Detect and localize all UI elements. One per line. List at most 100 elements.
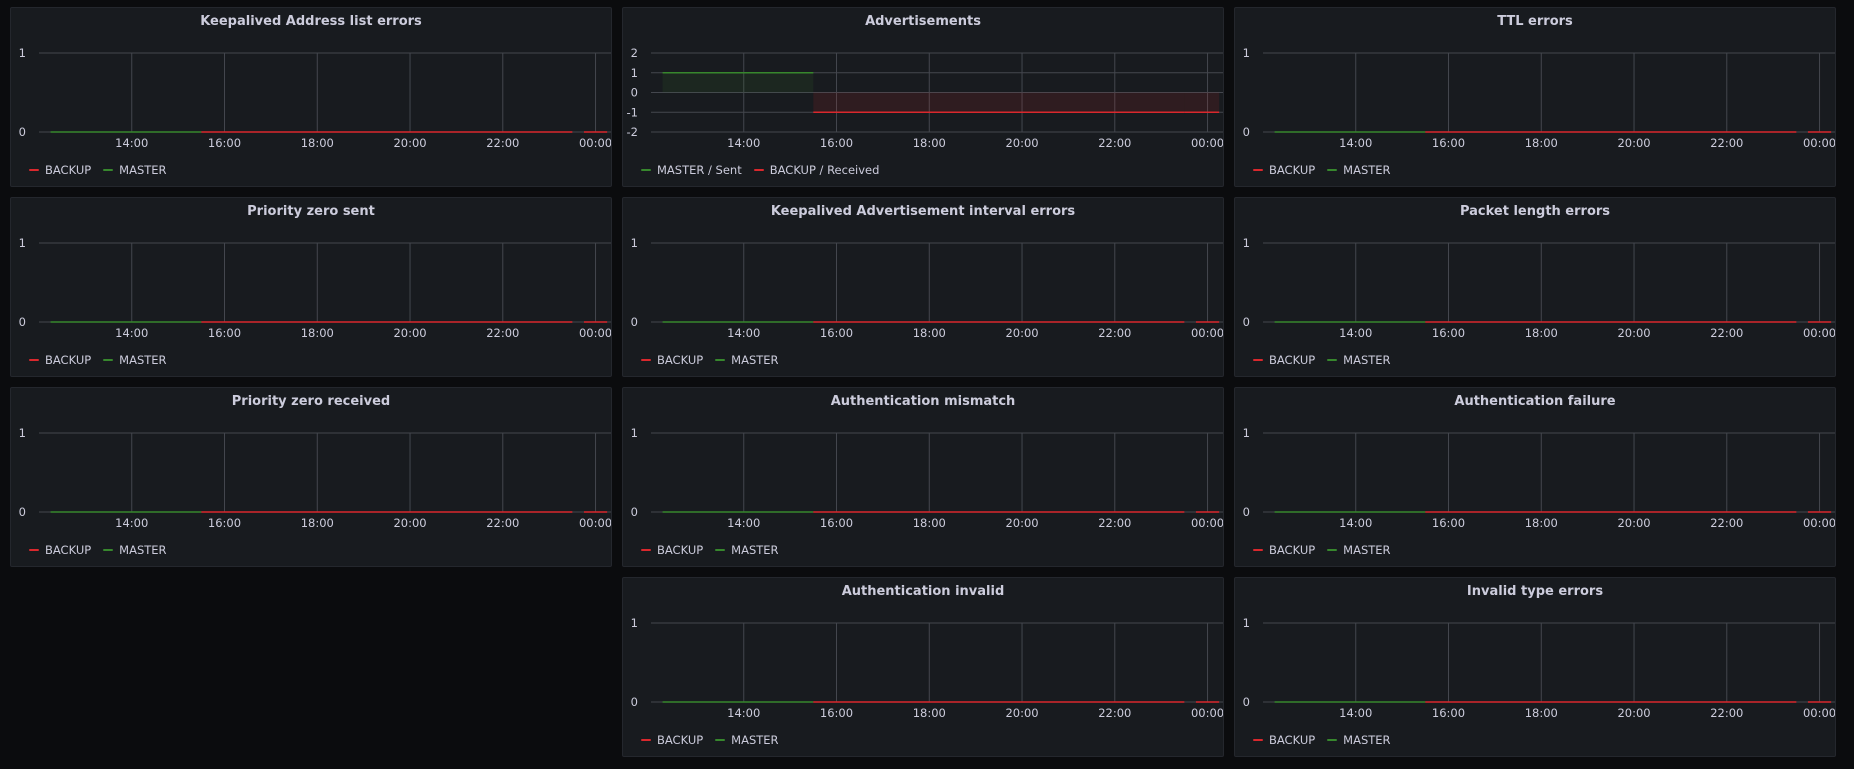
graph-ttl-errors: 1 0 14:00 16:00 18:00 20:00 22:00 00:00 xyxy=(1243,46,1836,150)
x-tick-label: 16:00 xyxy=(1432,516,1465,530)
x-tick-label: 16:00 xyxy=(820,136,853,150)
legend-item[interactable]: BACKUP xyxy=(641,353,703,367)
panel-title[interactable]: Advertisements xyxy=(865,14,981,29)
panel-title[interactable]: Authentication failure xyxy=(1454,394,1616,409)
legend-label: MASTER xyxy=(1343,733,1391,747)
legend-swatch xyxy=(715,359,726,361)
y-tick-label: 0 xyxy=(19,505,26,519)
legend-item[interactable]: MASTER xyxy=(1327,543,1391,557)
x-tick-label: 14:00 xyxy=(1339,136,1372,150)
panel-title[interactable]: TTL errors xyxy=(1497,14,1573,29)
legend-item[interactable]: BACKUP xyxy=(1253,163,1315,177)
legend-item[interactable]: BACKUP xyxy=(1253,543,1315,557)
panel-title[interactable]: Keepalived Address list errors xyxy=(200,14,422,29)
panel-priority-zero-sent[interactable]: Priority zero sent 1 0 14:00 16:00 18:00 20:00… xyxy=(10,197,612,377)
panel-title[interactable]: Authentication invalid xyxy=(841,584,1005,599)
series-area xyxy=(1184,92,1220,113)
panel-title[interactable]: Keepalived Advertisement interval errors xyxy=(770,204,1076,219)
panel-title[interactable]: Packet length errors xyxy=(1459,204,1611,219)
legend-item[interactable]: MASTER xyxy=(715,353,779,367)
legend-label: MASTER xyxy=(731,543,779,557)
y-tick-label: 0 xyxy=(1243,695,1250,709)
panel-ttl-errors[interactable]: TTL errors 1 0 14:00 16:00 18:00 20:00 22:00 00:… xyxy=(1234,7,1836,187)
x-tick-label: 00:00 xyxy=(1803,136,1836,150)
series-area xyxy=(813,92,1185,113)
legend-item[interactable]: MASTER xyxy=(103,163,167,177)
x-tick-label: 20:00 xyxy=(1617,516,1650,530)
legend-swatch xyxy=(715,739,726,741)
legend-item[interactable]: BACKUP / Received xyxy=(753,163,879,177)
legend-item[interactable]: BACKUP xyxy=(1253,733,1315,747)
panel-title[interactable]: Authentication mismatch xyxy=(830,394,1016,409)
panel-address-list-errors[interactable]: Keepalived Address list errors 1 0 14:00 16:… xyxy=(10,7,612,187)
legend-item[interactable]: BACKUP xyxy=(1253,353,1315,367)
legend-item[interactable]: MASTER xyxy=(1327,733,1391,747)
legend-item[interactable]: MASTER xyxy=(103,353,167,367)
legend-item[interactable]: MASTER xyxy=(1327,163,1391,177)
x-tick-label: 18:00 xyxy=(913,326,946,340)
legend-item[interactable]: MASTER xyxy=(715,543,779,557)
legend-label: MASTER / Sent xyxy=(657,163,742,177)
x-tick-label: 18:00 xyxy=(913,516,946,530)
legend-item[interactable]: MASTER / Sent xyxy=(641,163,742,177)
legend-swatch xyxy=(641,359,651,361)
y-tick-label: 0 xyxy=(1243,315,1250,329)
x-tick-label: 20:00 xyxy=(393,326,426,340)
x-tick-label: 16:00 xyxy=(208,516,241,530)
legend-swatch xyxy=(103,549,114,551)
x-tick-label: 16:00 xyxy=(1432,136,1465,150)
panel-packet-length-errors[interactable]: Packet length errors 1 0 14:00 16:00 18:00 20:… xyxy=(1234,197,1836,377)
legend-item[interactable]: MASTER xyxy=(103,543,167,557)
panel-authentication-mismatch[interactable]: Authentication mismatch 1 0 14:00 16:00 18:00… xyxy=(622,387,1224,567)
legend: MASTER / Sent BACKUP / Received xyxy=(641,163,879,177)
x-tick-label: 16:00 xyxy=(208,326,241,340)
x-tick-label: 14:00 xyxy=(727,136,760,150)
panel-authentication-failure[interactable]: Authentication failure 1 0 14:00 16:00 18:00 2… xyxy=(1234,387,1836,567)
y-tick-label: 0 xyxy=(631,86,638,100)
x-tick-label: 00:00 xyxy=(1191,516,1224,530)
legend-item[interactable]: BACKUP xyxy=(641,543,703,557)
graph-address-list-errors: 1 0 14:00 16:00 18:00 20:00 22:00 00:00 xyxy=(19,46,611,150)
panel-authentication-invalid[interactable]: Authentication invalid 1 0 14:00 16:00 18:00 2… xyxy=(622,577,1224,757)
legend-item[interactable]: BACKUP xyxy=(29,163,91,177)
graph-advertisements: 2 1 0 -1 -2 14:00 16:00 18:00 20:00 22:00 00:00 xyxy=(627,46,1223,150)
panel-title[interactable]: Priority zero sent xyxy=(247,204,375,219)
y-tick-label: 1 xyxy=(19,46,26,60)
panel-invalid-type-errors[interactable]: Invalid type errors 1 0 14:00 16:00 18:00 20:0… xyxy=(1234,577,1836,757)
x-tick-label: 20:00 xyxy=(1617,136,1650,150)
x-tick-label: 18:00 xyxy=(1525,516,1558,530)
x-tick-label: 14:00 xyxy=(1339,326,1372,340)
panel-title[interactable]: Priority zero received xyxy=(231,394,391,409)
legend-item[interactable]: MASTER xyxy=(715,733,779,747)
legend-item[interactable]: BACKUP xyxy=(29,543,91,557)
legend-swatch xyxy=(1327,169,1338,171)
panel-priority-zero-received[interactable]: Priority zero received 1 0 14:00 16:00 18:00 2… xyxy=(10,387,612,567)
x-tick-label: 22:00 xyxy=(486,136,519,150)
graph-priority-zero-received: 1 0 14:00 16:00 18:00 20:00 22:00 00:00 xyxy=(19,426,611,530)
legend-item[interactable]: MASTER xyxy=(1327,353,1391,367)
legend-swatch xyxy=(29,169,39,171)
legend-swatch xyxy=(1327,549,1338,551)
x-tick-label: 18:00 xyxy=(301,136,334,150)
panel-advertisement-interval-errors[interactable]: Keepalived Advertisement interval errors… xyxy=(622,197,1224,377)
legend-label: BACKUP xyxy=(1269,353,1316,367)
graph-advertisement-interval-errors: 1 0 14:00 16:00 18:00 20:00 22:00 00:00 xyxy=(631,236,1223,340)
y-tick-label: 1 xyxy=(1243,616,1250,630)
legend-label: BACKUP xyxy=(45,353,92,367)
legend-swatch xyxy=(1327,739,1338,741)
panel-advertisements[interactable]: Advertisements 2 1 0 -1 -2 14:00 16:00 18:00 20:0… xyxy=(622,7,1224,187)
y-tick-label: 0 xyxy=(19,125,26,139)
legend-item[interactable]: BACKUP xyxy=(641,733,703,747)
legend: BACKUP MASTER xyxy=(641,543,779,557)
x-tick-label: 20:00 xyxy=(1005,136,1038,150)
x-tick-label: 18:00 xyxy=(1525,326,1558,340)
graph-authentication-failure: 1 0 14:00 16:00 18:00 20:00 22:00 00:00 xyxy=(1243,426,1835,530)
legend-item[interactable]: BACKUP xyxy=(29,353,91,367)
legend-label: BACKUP xyxy=(1269,543,1316,557)
y-tick-label: 1 xyxy=(631,426,638,440)
y-tick-label: 1 xyxy=(631,236,638,250)
y-tick-label: 1 xyxy=(1243,236,1250,250)
x-tick-label: 16:00 xyxy=(820,516,853,530)
panel-title[interactable]: Invalid type errors xyxy=(1466,584,1604,599)
legend-label: MASTER xyxy=(1343,163,1391,177)
